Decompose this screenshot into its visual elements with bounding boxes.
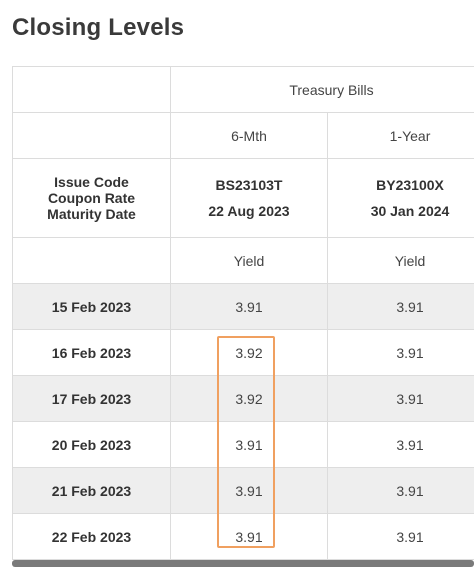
issue-code-1-year: BY23100X (376, 177, 444, 193)
yield-1-year: 3.91 (327, 329, 474, 376)
maturity-date-1-year: 30 Jan 2024 (370, 203, 450, 219)
yield-1-year: 3.91 (327, 283, 474, 330)
header-empty-cell (12, 237, 171, 284)
issue-code-label: Issue Code (54, 174, 129, 190)
yield-6-mth: 3.91 (170, 421, 328, 468)
row-date: 20 Feb 2023 (12, 421, 171, 468)
yield-6-mth: 3.91 (170, 513, 328, 560)
issue-cell-1-year: BY23100X 30 Jan 2024 (327, 158, 474, 238)
table-row: 17 Feb 2023 3.92 3.91 (12, 375, 474, 422)
closing-levels-table-container[interactable]: Treasury Bills 6-Mth 1-Year Issue Code C… (12, 66, 474, 564)
header-row-group: Treasury Bills (12, 66, 474, 113)
tenor-header-6-mth: 6-Mth (170, 112, 328, 159)
row-date: 22 Feb 2023 (12, 513, 171, 560)
issue-cell-6-mth: BS23103T 22 Aug 2023 (170, 158, 328, 238)
yield-1-year: 3.91 (327, 375, 474, 422)
measure-header-6-mth: Yield (170, 237, 328, 284)
row-date: 17 Feb 2023 (12, 375, 171, 422)
maturity-date-label: Maturity Date (47, 206, 136, 222)
page-title: Closing Levels (12, 14, 185, 41)
yield-1-year: 3.91 (327, 421, 474, 468)
yield-1-year: 3.91 (327, 467, 474, 514)
yield-6-mth: 3.92 (170, 375, 328, 422)
row-date: 21 Feb 2023 (12, 467, 171, 514)
row-date: 16 Feb 2023 (12, 329, 171, 376)
tenor-header-1-year: 1-Year (327, 112, 474, 159)
table-row: 22 Feb 2023 3.91 3.91 (12, 513, 474, 560)
yield-6-mth: 3.91 (170, 467, 328, 514)
table-row: 15 Feb 2023 3.91 3.91 (12, 283, 474, 330)
yield-6-mth: 3.91 (170, 283, 328, 330)
yield-6-mth: 3.92 (170, 329, 328, 376)
yield-1-year: 3.91 (327, 513, 474, 560)
horizontal-scrollbar[interactable] (12, 560, 474, 567)
coupon-rate-label: Coupon Rate (47, 190, 136, 206)
header-row-tenor: 6-Mth 1-Year (12, 112, 474, 159)
treasury-bills-header: Treasury Bills (170, 66, 474, 113)
closing-levels-table: Treasury Bills 6-Mth 1-Year Issue Code C… (12, 66, 474, 560)
table-row: 20 Feb 2023 3.91 3.91 (12, 421, 474, 468)
header-row-measure: Yield Yield (12, 237, 474, 284)
table-row: 16 Feb 2023 3.92 3.91 (12, 329, 474, 376)
row-date: 15 Feb 2023 (12, 283, 171, 330)
issue-code-6-mth: BS23103T (215, 177, 283, 193)
measure-header-1-year: Yield (327, 237, 474, 284)
issue-labels-cell: Issue Code Coupon Rate Maturity Date (12, 158, 171, 238)
header-row-issue: Issue Code Coupon Rate Maturity Date BS2… (12, 158, 474, 238)
table-row: 21 Feb 2023 3.91 3.91 (12, 467, 474, 514)
header-empty-cell (12, 112, 171, 159)
header-empty-cell (12, 66, 171, 113)
maturity-date-6-mth: 22 Aug 2023 (208, 203, 290, 219)
